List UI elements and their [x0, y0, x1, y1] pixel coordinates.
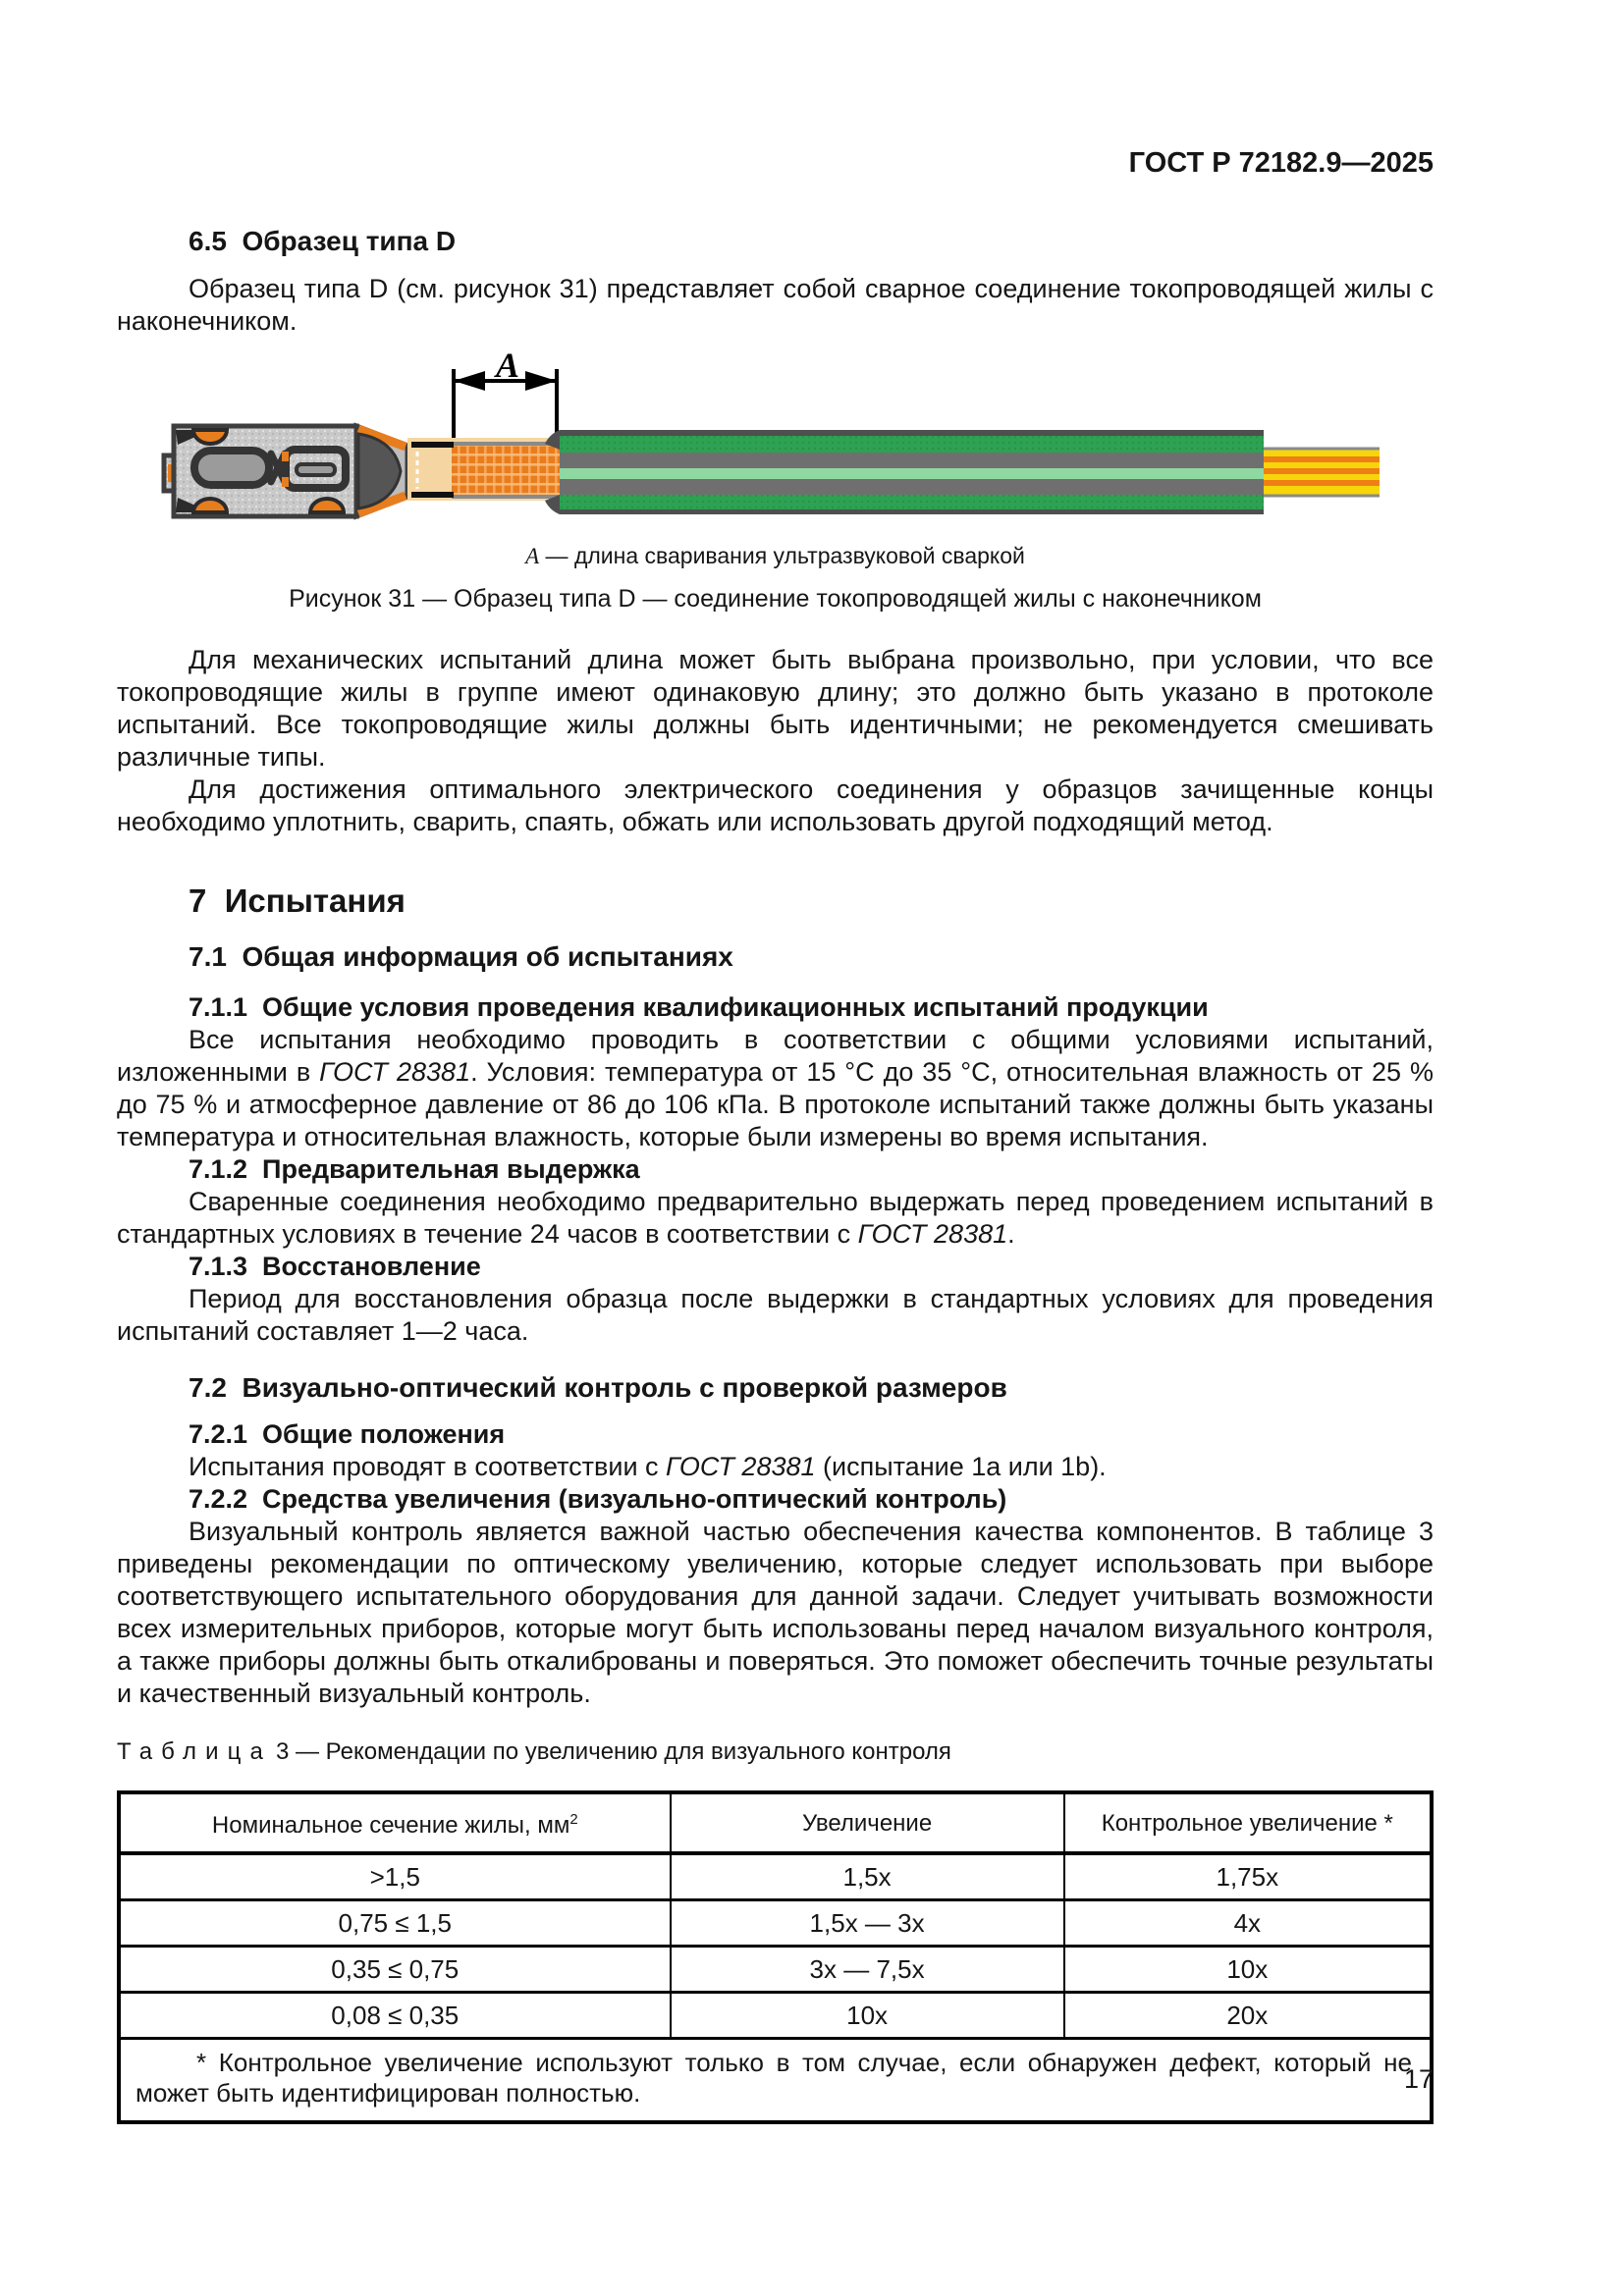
section-7-1-2-heading: 7.1.2 Предварительная выдержка: [189, 1154, 640, 1184]
col-header-cross-section: Номинальное сечение жилы, мм2: [119, 1792, 671, 1855]
paragraph-mechanical-tests: Для механических испытаний длина может б…: [117, 645, 1434, 772]
weld-zone-graphic: [407, 438, 565, 501]
dimension-symbol: A: [525, 544, 540, 568]
table-row: 0,35 ≤ 0,75 3x — 7,5x 10x: [119, 1945, 1432, 1993]
section-7-heading: 7 Испытания: [189, 882, 406, 919]
table-cell: 10x: [669, 1991, 1064, 2039]
table-row: 0,08 ≤ 0,35 10x 20x: [119, 1991, 1432, 2039]
paragraph-7-1-1: Все испытания необходимо проводить в соо…: [117, 1025, 1435, 1151]
section-7-2-heading: 7.2 Визуально-оптический контроль с пров…: [189, 1372, 1007, 1403]
terminal-graphic: [161, 422, 410, 520]
gost-reference: ГОСТ 28381: [666, 1452, 816, 1481]
table-footnote-row: * Контрольное увеличение используют толь…: [119, 2037, 1432, 2122]
section-7-1-1-heading: 7.1.1 Общие условия проведения квалифика…: [189, 992, 1209, 1022]
table-cell: 20x: [1062, 1991, 1432, 2039]
section-6-5-heading: 6.5 Образец типа D: [189, 226, 457, 256]
paragraph-electrical-connection: Для достижения оптимального электрическо…: [117, 774, 1434, 836]
table-cell: 3x — 7,5x: [669, 1945, 1064, 1993]
table-cell: 1,75x: [1062, 1851, 1432, 1900]
standard-number-header: ГОСТ Р 72182.9—2025: [1128, 147, 1434, 179]
cable-graphic: [545, 430, 1264, 514]
page-content: ГОСТ Р 72182.9—2025 6.5 Образец типа D О…: [117, 0, 1434, 2124]
page-number: 17: [1403, 2064, 1434, 2094]
specimen-diagram: A: [161, 346, 1380, 520]
paragraph-7-1-3: Период для восстановления образца после …: [117, 1284, 1434, 1346]
figure-dimension-note: A — длина сваривания ультразвуковой свар…: [525, 543, 1025, 568]
paragraph-specimen-d: Образец типа D (см. рисунок 31) представ…: [117, 274, 1434, 336]
col-header-magnification: Увеличение: [669, 1792, 1064, 1855]
paragraph-7-2-1: Испытания проводят в соответствии с ГОСТ…: [189, 1452, 1107, 1481]
gost-reference: ГОСТ 28381: [319, 1057, 471, 1087]
figure-caption: Рисунок 31 — Образец типа D — соединение…: [289, 585, 1262, 613]
magnification-table: Номинальное сечение жилы, мм2 Увеличение…: [117, 1790, 1434, 2124]
table-cell: 0,35 ≤ 0,75: [119, 1945, 671, 1993]
table-row: 0,75 ≤ 1,5 1,5x — 3x 4x: [119, 1898, 1432, 1947]
table-row: >1,5 1,5x 1,75x: [119, 1851, 1432, 1900]
figure-31: A: [117, 340, 1434, 536]
table-cell: 1,5x: [669, 1851, 1064, 1900]
dimension-marker: A: [452, 346, 559, 446]
table-3-caption: Таблица 3 — Рекомендации по увеличению дл…: [117, 1738, 951, 1765]
table-footnote: * Контрольное увеличение используют толь…: [119, 2037, 1432, 2122]
wires-graphic: [1264, 447, 1380, 498]
table-cell: >1,5: [119, 1851, 671, 1900]
table-cell: 0,08 ≤ 0,35: [119, 1991, 671, 2039]
section-7-1-3-heading: 7.1.3 Восстановление: [189, 1252, 481, 1281]
gost-reference: ГОСТ 28381: [857, 1219, 1008, 1249]
col-header-control-magnification: Контрольное увеличение *: [1062, 1792, 1432, 1855]
paragraph-7-2-2: Визуальный контроль является важной част…: [117, 1517, 1434, 1708]
table-cell: 0,75 ≤ 1,5: [119, 1898, 671, 1947]
section-7-2-2-heading: 7.2.2 Средства увеличения (визуально-опт…: [189, 1484, 1007, 1514]
table-cell: 10x: [1062, 1945, 1432, 1993]
section-7-1-heading: 7.1 Общая информация об испытаниях: [189, 941, 733, 972]
table-cell: 1,5x — 3x: [669, 1898, 1064, 1947]
table-cell: 4x: [1062, 1898, 1432, 1947]
dimension-label: A: [494, 346, 519, 385]
paragraph-7-1-2: Сваренные соединения необходимо предвари…: [117, 1187, 1434, 1249]
table-header-row: Номинальное сечение жилы, мм2 Увеличение…: [119, 1792, 1432, 1855]
section-7-2-1-heading: 7.2.1 Общие положения: [189, 1419, 506, 1449]
superscript-2: 2: [569, 1812, 578, 1828]
